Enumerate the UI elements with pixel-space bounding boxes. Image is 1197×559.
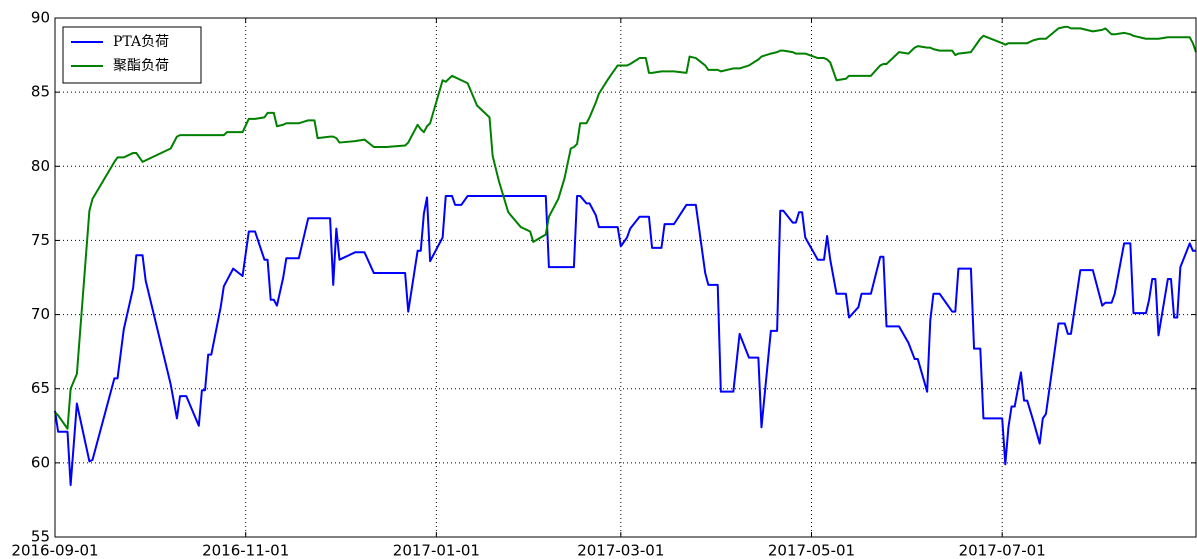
x-tick-label: 2017-05-01 — [768, 542, 855, 559]
legend-box — [62, 26, 202, 84]
y-tick-label: 55 — [31, 528, 50, 546]
x-tick-label: 2017-01-01 — [393, 542, 480, 559]
y-tick-label: 70 — [31, 305, 50, 323]
x-tick-label: 2017-03-01 — [577, 542, 664, 559]
legend-label: 聚酯负荷 — [113, 58, 169, 74]
x-tick-label: 2016-09-01 — [11, 542, 98, 559]
y-tick-label: 90 — [31, 9, 50, 27]
data-line — [54, 194, 1196, 487]
y-tick-label: 80 — [31, 157, 50, 175]
data-line — [54, 25, 1197, 430]
y-tick-label: 85 — [31, 83, 50, 101]
legend-label: PTA负荷 — [113, 34, 169, 50]
x-tick-label: 2016-11-01 — [202, 542, 289, 559]
y-tick-label: 65 — [31, 379, 50, 397]
y-tick-label: 60 — [31, 453, 50, 471]
x-tick-label: 2017-07-01 — [959, 542, 1046, 559]
plot-frame — [54, 17, 1197, 538]
y-tick-label: 75 — [31, 231, 50, 249]
